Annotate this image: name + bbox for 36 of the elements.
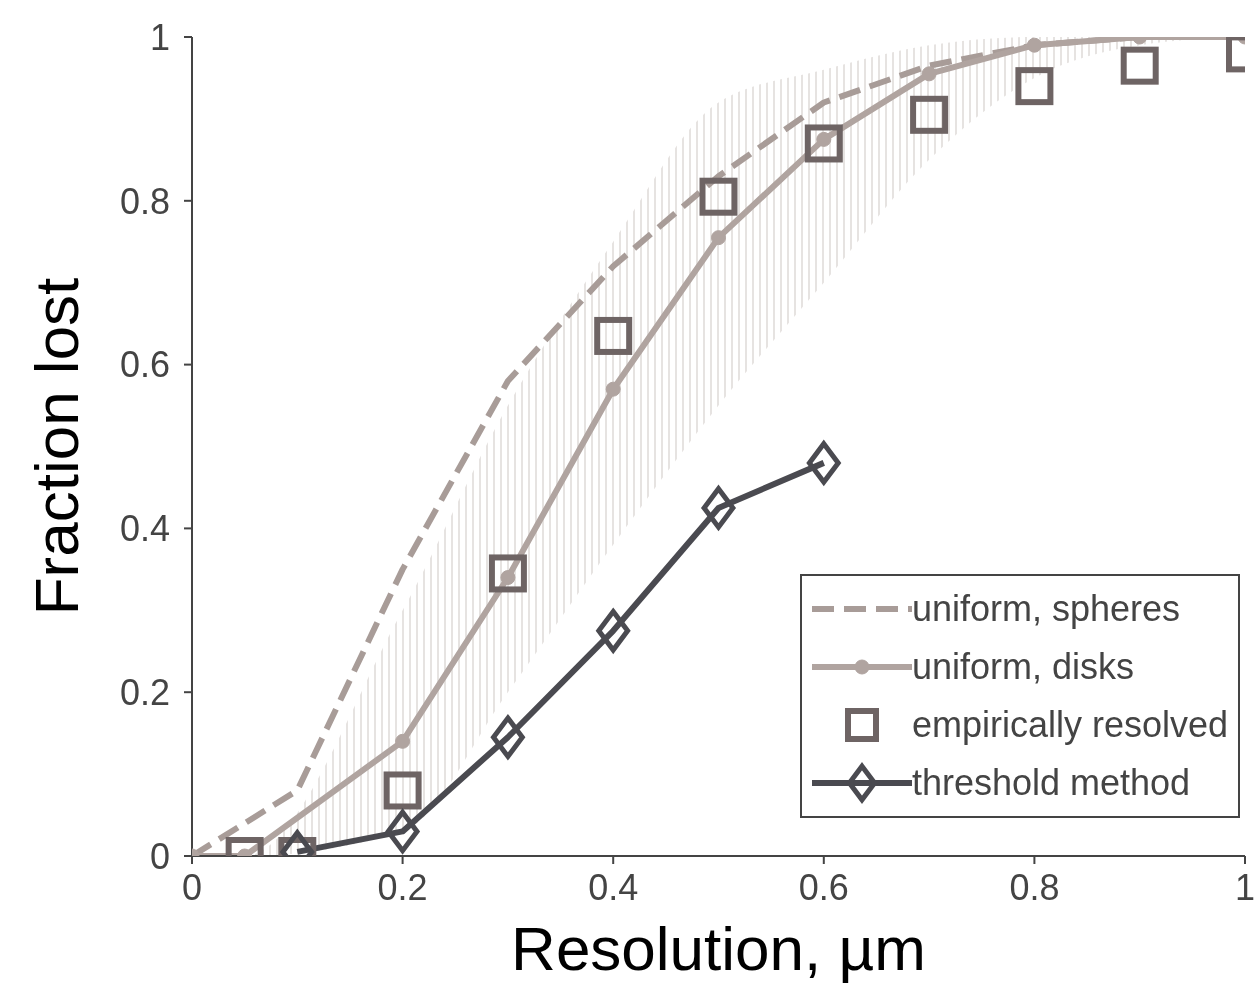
point bbox=[395, 733, 411, 749]
legend-label: threshold method bbox=[911, 762, 1191, 804]
y-tick-label: 0 bbox=[149, 835, 170, 877]
point bbox=[910, 95, 949, 134]
point bbox=[488, 554, 527, 593]
point bbox=[806, 441, 841, 485]
point bbox=[711, 230, 726, 246]
y-tick-label: 0.8 bbox=[119, 180, 170, 222]
x-axis-title: Resolution, µm bbox=[511, 914, 926, 983]
x-tick-label: 0 bbox=[181, 866, 203, 908]
point bbox=[1120, 46, 1159, 85]
point bbox=[1015, 67, 1054, 106]
x-tick-label: 0.4 bbox=[588, 866, 639, 908]
point bbox=[1026, 37, 1042, 53]
x-tick-label: 1 bbox=[1234, 866, 1256, 908]
point bbox=[605, 381, 621, 397]
point bbox=[804, 124, 843, 163]
legend-label: uniform, spheres bbox=[911, 588, 1181, 630]
y-tick-label: 1 bbox=[149, 16, 170, 58]
x-tick-label: 0.8 bbox=[1009, 866, 1060, 908]
point bbox=[701, 486, 736, 530]
point bbox=[594, 316, 633, 355]
point bbox=[383, 771, 422, 810]
y-tick-label: 0.6 bbox=[119, 344, 170, 386]
point bbox=[921, 66, 937, 82]
legend-label: uniform, disks bbox=[911, 646, 1134, 688]
point bbox=[491, 715, 525, 759]
point bbox=[385, 809, 420, 854]
y-axis-title: Fraction lost bbox=[22, 277, 92, 616]
x-tick-label: 0.2 bbox=[377, 866, 428, 908]
legend-label: empirically resolved bbox=[911, 704, 1228, 746]
point bbox=[595, 607, 631, 655]
point bbox=[699, 177, 738, 216]
y-tick-label: 0.2 bbox=[119, 671, 170, 713]
y-tick-label: 0.4 bbox=[119, 508, 170, 550]
x-tick-label: 0.6 bbox=[798, 866, 849, 908]
